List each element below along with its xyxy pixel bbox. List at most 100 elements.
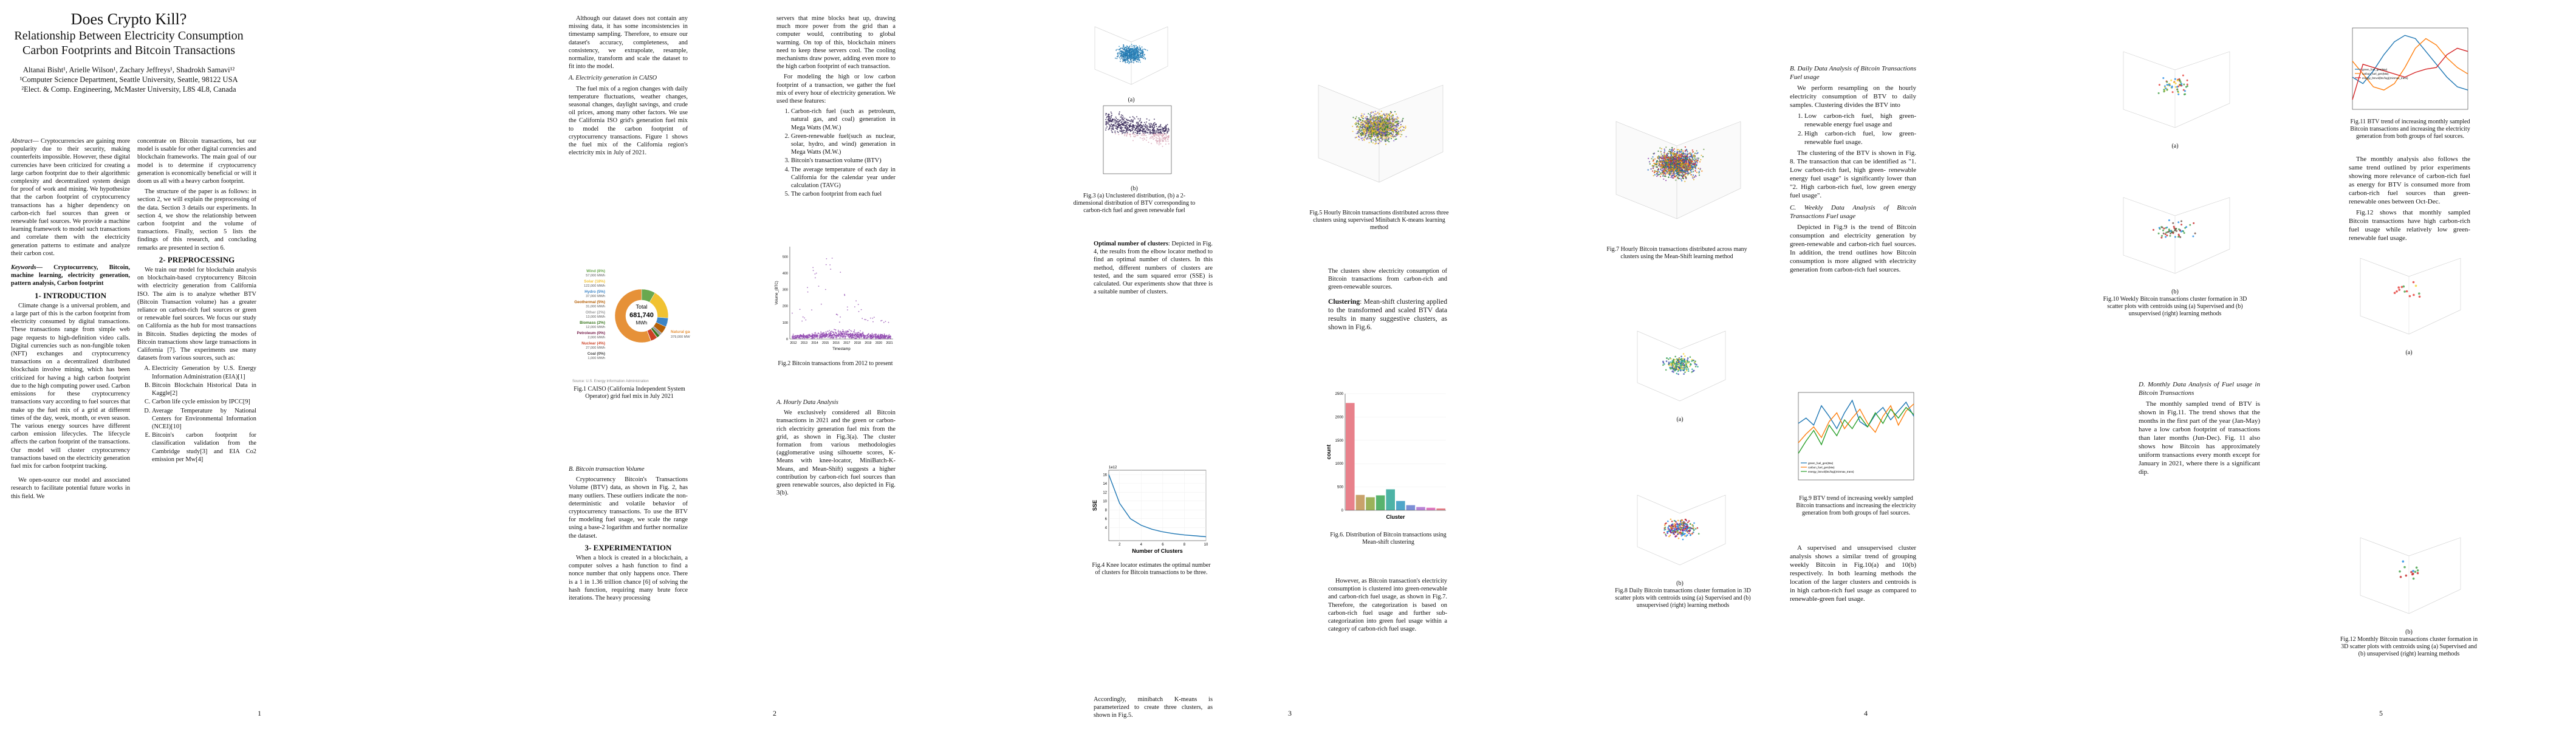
data-point: [1136, 127, 1137, 129]
page-1: Does Crypto Kill? Relationship Between E…: [0, 0, 515, 729]
data-point: [1157, 131, 1159, 133]
data-point: [1139, 45, 1140, 47]
data-point: [1386, 132, 1388, 134]
data-point: [1371, 139, 1372, 141]
data-point: [1131, 46, 1133, 47]
data-point: [1696, 171, 1697, 173]
data-point: [841, 331, 843, 333]
data-point: [1158, 144, 1160, 146]
data-point: [875, 338, 877, 340]
data-point: [829, 336, 831, 338]
data-point: [1126, 54, 1128, 56]
data-point: [1371, 124, 1372, 126]
data-point: [1362, 134, 1364, 136]
data-point: [1383, 114, 1385, 115]
data-point: [1166, 131, 1168, 132]
data-point: [1373, 114, 1375, 116]
data-point: [1368, 136, 1369, 138]
data-point: [1115, 128, 1117, 129]
minibatch-paragraph: Accordingly, minibatch K-means is parame…: [1094, 696, 1213, 719]
data-point: [1118, 125, 1120, 127]
figure-6-caption: Fig.6. Distribution of Bitcoin transacti…: [1330, 532, 1447, 546]
data-point: [1132, 56, 1134, 58]
data-point: [1158, 142, 1160, 144]
data-point: [1385, 128, 1386, 129]
data-point: [855, 300, 857, 302]
data-point: [1363, 128, 1365, 129]
y-axis-label: count: [1326, 445, 1332, 460]
y-tick-label: 2000: [1335, 416, 1344, 419]
data-point: [1137, 59, 1139, 61]
data-point: [1121, 117, 1123, 118]
data-point: [1653, 175, 1654, 177]
data-point: [1137, 123, 1139, 125]
data-point: [1139, 47, 1140, 49]
donut-label: Nuclear (4%): [581, 341, 605, 346]
data-point: [1368, 134, 1369, 135]
data-point: [1391, 133, 1392, 135]
data-point: [1139, 137, 1141, 139]
data-point: [1648, 161, 1650, 163]
data-point: [1159, 139, 1160, 140]
donut-label: Solar (18%): [584, 279, 605, 284]
data-point: [838, 329, 839, 331]
donut-label: Natural gas (56%): [671, 330, 690, 334]
data-point: [1652, 156, 1654, 158]
data-point: [1111, 128, 1113, 130]
data-point: [1365, 127, 1367, 129]
data-point: [840, 336, 841, 337]
figure-3-caption: Fig.3 (a) Unclustered distribution, (b) …: [1073, 193, 1196, 214]
page3-text-column-5: However, as Bitcoin transaction's electr…: [1328, 577, 1447, 635]
data-point: [1145, 139, 1147, 141]
data-point: [1137, 122, 1139, 123]
data-point: [800, 334, 801, 336]
data-point: [1125, 58, 1126, 60]
data-point: [1385, 115, 1386, 117]
data-point: [810, 338, 812, 339]
data-point: [1149, 126, 1151, 128]
data-point: [1130, 123, 1132, 125]
data-point: [1149, 124, 1150, 126]
data-point: [1388, 136, 1389, 138]
elbow-text: : Depicted in Fig. 4, the results from t…: [1094, 241, 1213, 296]
bar: [1426, 507, 1436, 510]
data-point: [1140, 122, 1142, 124]
data-point: [1680, 151, 1682, 153]
data-point: [1129, 135, 1131, 137]
x-axis-label: Number of Clusters: [1132, 548, 1183, 554]
data-point: [1137, 130, 1139, 132]
data-point: [1122, 61, 1124, 63]
data-point: [1352, 117, 1354, 118]
x-tick-label: 10: [1204, 543, 1208, 547]
data-point: [820, 303, 822, 305]
data-point: [1106, 123, 1108, 125]
data-point: [1118, 51, 1120, 53]
data-point: [1127, 58, 1129, 60]
data-point: [1146, 121, 1147, 123]
data-point: [1126, 49, 1128, 51]
data-point: [1120, 58, 1122, 60]
data-point: [1377, 136, 1379, 138]
data-point: [810, 335, 812, 337]
data-point: [874, 336, 875, 338]
data-point: [829, 330, 831, 331]
data-point: [1367, 131, 1369, 133]
data-point: [875, 335, 877, 337]
data-point: [1132, 58, 1134, 60]
data-point: [852, 335, 854, 337]
data-point: [1385, 139, 1388, 140]
data-point: [1117, 131, 1118, 132]
x-tick-label: 4: [1140, 543, 1143, 547]
data-point: [1133, 49, 1135, 51]
data-point: [1400, 129, 1402, 131]
data-point: [1156, 143, 1158, 145]
data-point: [1380, 115, 1382, 117]
cooling-paragraph: servers that mine blocks heat up, drawin…: [776, 15, 896, 70]
data-point: [1145, 131, 1146, 132]
data-point: [885, 336, 886, 337]
data-point: [883, 321, 885, 323]
data-point: [838, 332, 840, 334]
data-point: [1371, 141, 1372, 143]
data-point: [1141, 55, 1142, 56]
data-point: [1111, 126, 1113, 128]
